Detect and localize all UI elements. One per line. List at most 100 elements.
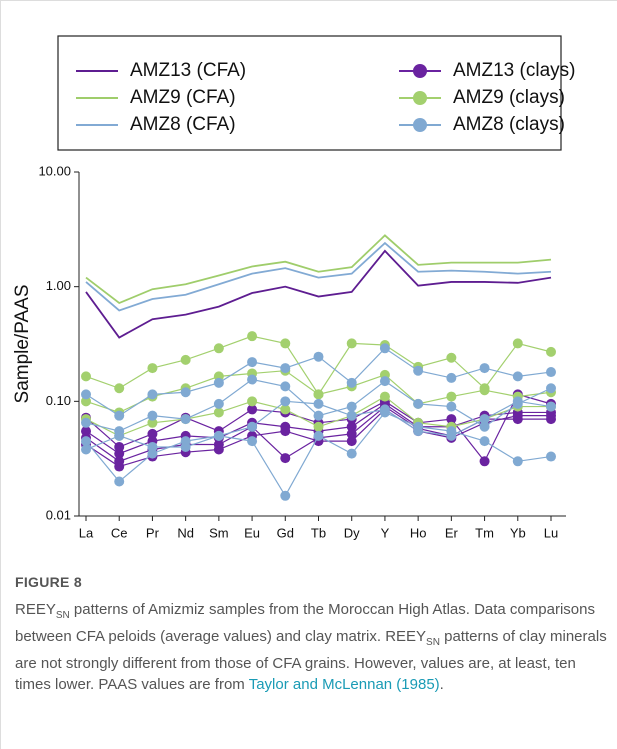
clay-point [479,363,490,374]
cfa-line [85,241,552,312]
clay-point [512,410,523,421]
chart: Sample/PAAS 0.01 0.10 1.00 10.00 La Ce Pr Nd Sm E… [12,35,575,540]
clay-point [546,383,556,394]
clay-point [213,407,224,418]
clay-point [147,441,158,452]
clay-point [379,376,390,387]
x-tick-label: Eu [244,525,260,540]
x-tick-label: Sm [209,525,229,540]
clay-point [147,363,158,374]
x-tick-label: Lu [544,525,558,540]
clay-point [446,352,457,363]
clay-point [512,396,523,407]
clay-point [446,391,457,402]
clay-point [446,401,457,412]
clay-point [479,385,490,396]
x-tick-label: Yb [510,525,526,540]
clay-point [213,430,224,441]
clay-point [413,365,424,376]
clay-point [147,428,158,439]
clay-point [81,371,91,382]
clay-point [147,417,158,428]
clay-point [379,343,390,354]
clay-point [114,383,125,394]
clay-point [346,338,357,349]
clay-point [213,398,224,409]
clay-point [280,363,291,374]
clay-point [313,421,324,432]
clay-point [346,377,357,388]
legend-marker [413,64,427,78]
clay-point [247,421,258,432]
clay-point [546,401,556,412]
cfa-line [85,249,552,339]
x-tick-label: La [79,525,94,540]
clay-point [346,428,357,439]
clay-point [346,436,357,447]
clay-point [546,451,556,462]
clay-point [247,396,258,407]
x-tick-label: Tb [311,525,326,540]
clay-point [313,410,324,421]
y-tick-label: 0.01 [46,507,71,522]
caption-text: patterns of clay minerals are not strong… [15,628,607,693]
legend-label: AMZ8 (clays) [453,114,565,135]
caption-text: patterns of Amizmiz samples from the Mor… [15,601,595,645]
legend-label: AMZ13 (CFA) [130,60,246,81]
clay-point [379,391,390,402]
clay-point [446,430,457,441]
clay-point [280,426,291,437]
clay-point [147,389,158,400]
legend-marker [413,91,427,105]
caption-subscript: SN [426,637,440,648]
clay-point [81,396,91,407]
reference-link[interactable]: Taylor and McLennan (1985) [248,676,440,693]
clay-point [180,387,191,398]
clay-point [446,414,457,425]
legend-box [57,35,562,151]
clay-point [280,490,291,501]
x-tick-label: Ho [410,525,427,540]
legend-label: AMZ8 (CFA) [130,114,236,135]
x-tick-label: Gd [277,525,294,540]
clay-point [180,441,191,452]
clay-point [81,444,91,455]
clay-point [280,404,291,415]
x-tick-label: Nd [177,525,194,540]
y-tick-label: 0.10 [46,393,71,408]
clay-point [546,346,556,357]
clay-point [213,377,224,388]
clay-point [346,421,357,432]
y-tick-label: 10.00 [38,163,71,178]
clay-point [413,426,424,437]
clay-point [247,374,258,385]
clay-point [247,331,258,342]
clay-point [313,398,324,409]
clay-point [114,448,125,459]
clay-point [81,389,91,400]
figure-caption: REEYSN patterns of Amizmiz samples from … [15,599,607,695]
clay-point [247,357,258,368]
y-axis-label: Sample/PAAS [12,285,33,404]
clay-point [346,448,357,459]
clay-point [280,381,291,392]
clay-point [280,338,291,349]
legend-marker [413,118,427,132]
x-tick-label: Er [445,525,459,540]
clay-point [247,404,258,415]
figure-label: FIGURE 8 [15,574,82,590]
caption-subscript: SN [55,610,70,621]
clay-point [280,396,291,407]
clay-point [379,404,390,415]
x-tick-label: Tm [475,525,494,540]
clay-point [546,410,556,421]
clay-point [114,410,125,421]
clay-point [114,476,125,487]
legend-label: AMZ9 (clays) [453,87,565,108]
clay-point [114,430,125,441]
clay-point [180,354,191,365]
clay-point [114,461,125,472]
clay-point [346,410,357,421]
clay-point [81,436,91,447]
clay-point [313,389,324,400]
